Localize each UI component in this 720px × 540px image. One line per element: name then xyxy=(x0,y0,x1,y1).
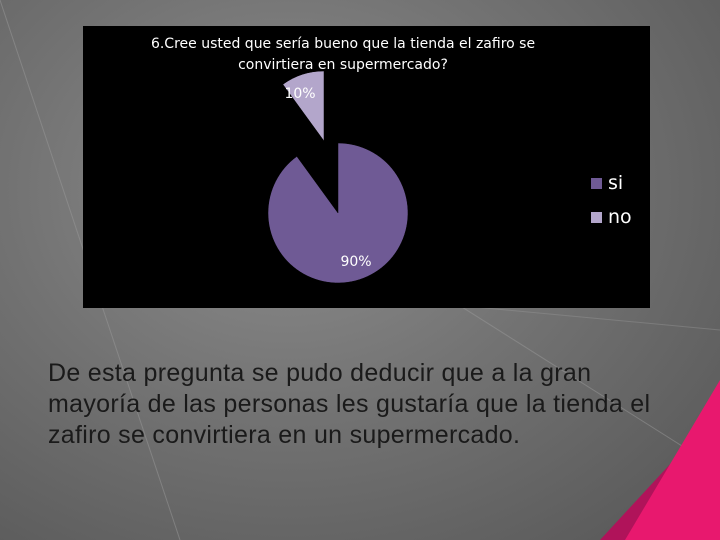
pie-chart: 10% 90% xyxy=(267,70,409,284)
pie-slice-si[interactable] xyxy=(267,142,409,284)
chart-legend: si no xyxy=(591,166,632,234)
legend-item-no[interactable]: no xyxy=(591,200,632,234)
legend-swatch-no xyxy=(591,211,602,223)
pie-slice-no[interactable] xyxy=(282,70,325,142)
chart-title-line-2: convirtiera en supermercado? xyxy=(238,57,448,73)
legend-item-si[interactable]: si xyxy=(591,166,632,200)
data-label-no: 10% xyxy=(284,86,315,102)
legend-swatch-si xyxy=(591,177,602,189)
accent-triangle xyxy=(625,380,720,540)
legend-label-si: si xyxy=(608,172,624,194)
data-label-si: 90% xyxy=(340,254,371,270)
legend-label-no: no xyxy=(608,206,632,228)
chart-title-line-1: 6.Cree usted que sería bueno que la tien… xyxy=(150,36,536,52)
chart-title: 6.Cree usted que sería bueno que la tien… xyxy=(83,34,603,76)
conclusion-text: De esta pregunta se pudo deducir que a l… xyxy=(48,359,651,449)
chart-panel: 6.Cree usted que sería bueno que la tien… xyxy=(83,26,650,308)
